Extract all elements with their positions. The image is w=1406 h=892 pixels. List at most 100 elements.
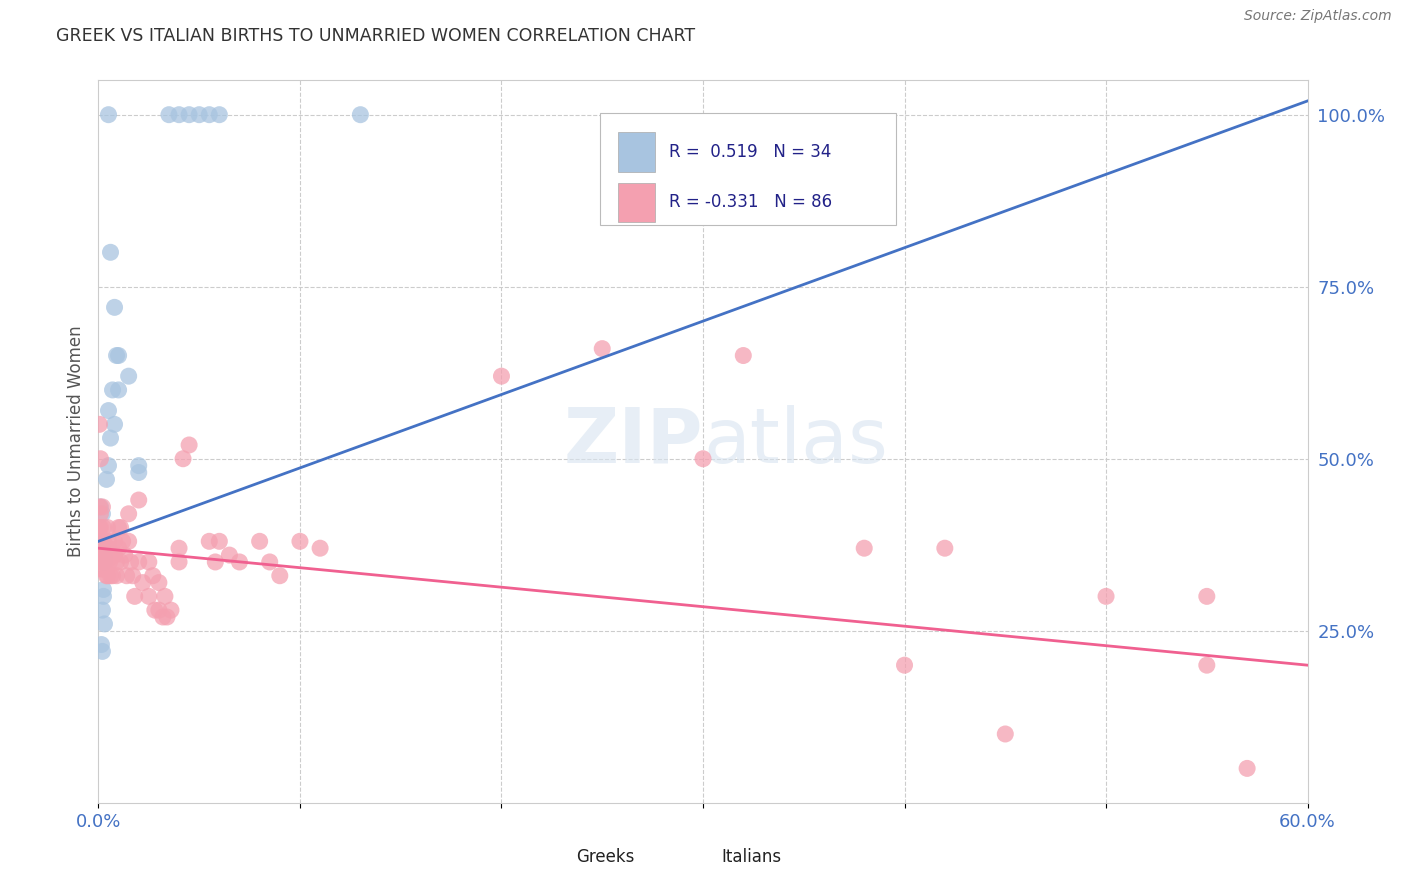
Text: atlas: atlas <box>703 405 887 478</box>
Point <box>93 534 115 549</box>
Point <box>91 555 114 569</box>
Point <box>105 555 128 569</box>
Point <box>107 349 129 363</box>
Point <box>89 520 111 534</box>
Point <box>89 507 111 521</box>
Point <box>89 541 111 556</box>
Point <box>97 403 120 417</box>
Point <box>107 383 129 397</box>
FancyBboxPatch shape <box>600 112 897 225</box>
Point <box>138 590 160 604</box>
Point <box>97 541 120 556</box>
Point <box>91 603 114 617</box>
Point <box>90 541 112 556</box>
Point <box>121 568 143 582</box>
Point <box>90 638 112 652</box>
Point <box>93 520 115 534</box>
Point <box>93 582 115 597</box>
Point <box>128 458 150 473</box>
Point <box>89 500 111 514</box>
Point <box>89 417 111 432</box>
Point <box>218 548 240 562</box>
Point <box>107 541 129 556</box>
Point <box>96 555 118 569</box>
FancyBboxPatch shape <box>619 132 655 172</box>
Point <box>90 534 112 549</box>
Point <box>89 555 111 569</box>
FancyBboxPatch shape <box>534 843 569 871</box>
Point <box>132 575 155 590</box>
Point <box>100 431 122 445</box>
Point <box>142 568 165 582</box>
Point <box>118 369 141 384</box>
Point <box>89 500 111 514</box>
Point <box>103 548 125 562</box>
Point <box>269 568 291 582</box>
Point <box>160 603 183 617</box>
Point <box>103 534 125 549</box>
Y-axis label: Births to Unmarried Women: Births to Unmarried Women <box>66 326 84 558</box>
Point <box>93 548 115 562</box>
Point <box>89 534 111 549</box>
Point <box>156 610 179 624</box>
Point <box>143 603 166 617</box>
Point <box>96 472 118 486</box>
Point <box>124 590 146 604</box>
Point <box>491 369 513 384</box>
Point <box>188 108 211 122</box>
Point <box>100 245 122 260</box>
Point <box>93 616 115 631</box>
Point <box>103 301 125 315</box>
Point <box>1195 590 1218 604</box>
FancyBboxPatch shape <box>619 183 655 222</box>
Point <box>208 534 231 549</box>
FancyBboxPatch shape <box>679 843 716 871</box>
Point <box>105 568 128 582</box>
Point <box>100 568 122 582</box>
Point <box>167 108 190 122</box>
Point <box>91 541 114 556</box>
Point <box>101 383 124 397</box>
Point <box>249 534 271 549</box>
Point <box>349 108 371 122</box>
Point <box>94 548 117 562</box>
Point <box>97 534 120 549</box>
Point <box>148 603 170 617</box>
Point <box>152 610 174 624</box>
Point <box>853 541 876 556</box>
Point <box>90 562 112 576</box>
Point <box>97 108 120 122</box>
Point <box>110 555 132 569</box>
Point <box>1095 590 1118 604</box>
Point <box>128 466 150 480</box>
Point <box>179 108 201 122</box>
Point <box>96 520 118 534</box>
Point <box>89 534 111 549</box>
Point <box>115 568 138 582</box>
Point <box>120 555 142 569</box>
Point <box>157 108 180 122</box>
Point <box>118 507 141 521</box>
Point <box>91 507 114 521</box>
Text: Italians: Italians <box>721 848 782 866</box>
Point <box>138 555 160 569</box>
Text: R =  0.519   N = 34: R = 0.519 N = 34 <box>669 143 831 161</box>
Point <box>148 575 170 590</box>
Point <box>204 555 226 569</box>
Point <box>101 568 124 582</box>
Text: ZIP: ZIP <box>564 405 703 478</box>
Point <box>94 555 117 569</box>
Point <box>91 500 114 514</box>
Point <box>89 520 111 534</box>
Point <box>93 548 115 562</box>
Point <box>153 590 176 604</box>
Point <box>692 451 714 466</box>
Point <box>128 493 150 508</box>
Point <box>105 349 128 363</box>
Point <box>733 349 755 363</box>
Point <box>167 555 190 569</box>
Point <box>111 534 134 549</box>
Point <box>89 451 111 466</box>
Point <box>107 520 129 534</box>
Point <box>288 534 311 549</box>
